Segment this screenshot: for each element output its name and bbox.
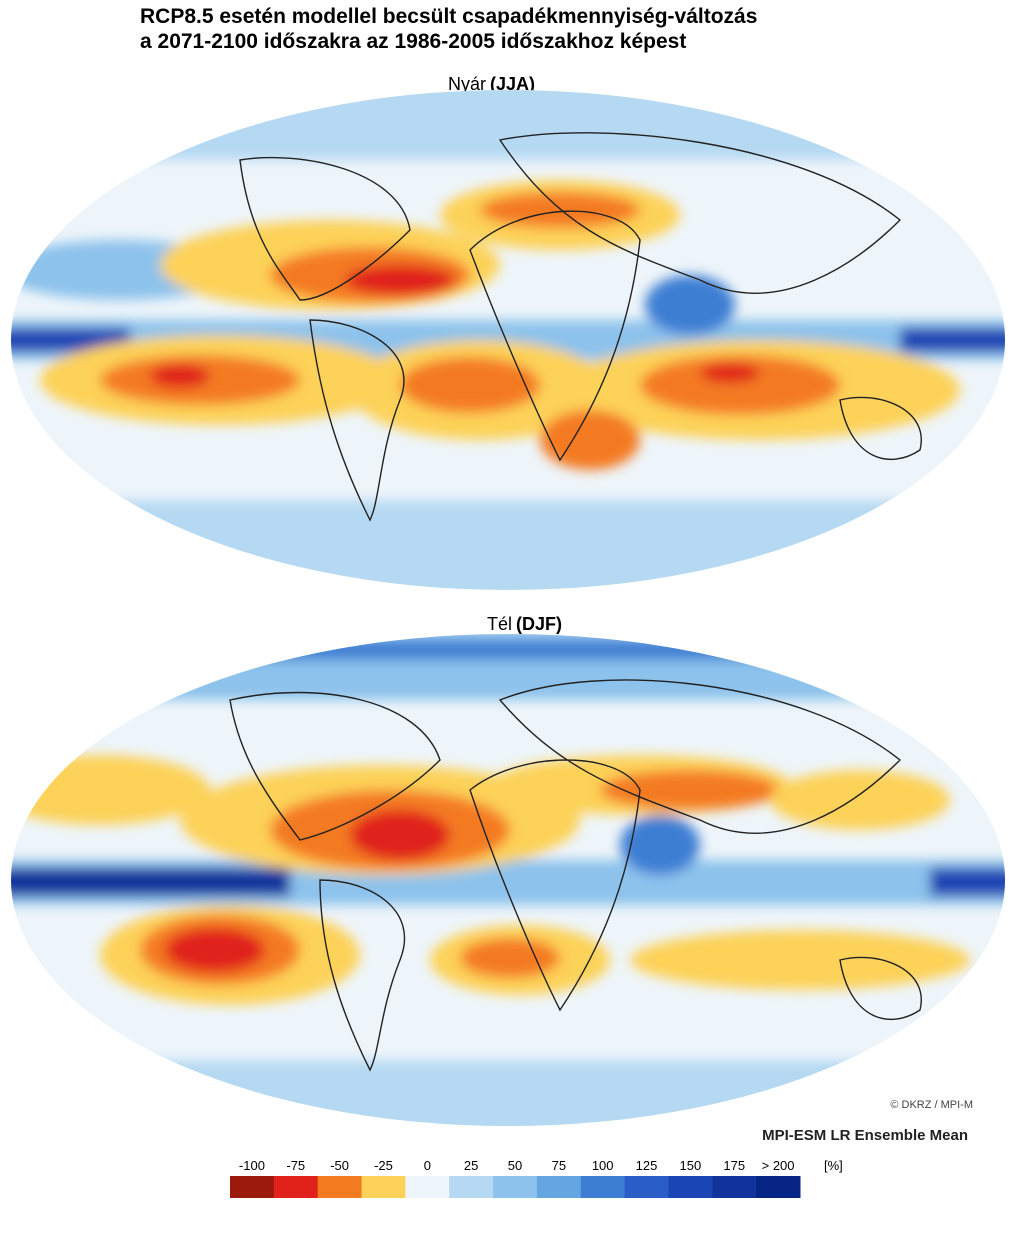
colorbar-segment — [449, 1176, 494, 1198]
colorbar-label: > 200 — [762, 1158, 795, 1173]
colorbar: -100 -75 -50 -25 0 25 50 75 100 125 150 175 > 200 [%] — [230, 1158, 843, 1198]
colorbar-segment — [230, 1176, 275, 1198]
colorbar-unit: [%] — [824, 1158, 843, 1173]
summer-map — [11, 90, 1005, 590]
colorbar-segment — [580, 1176, 626, 1198]
colorbar-segment — [493, 1176, 538, 1198]
colorbar-label: 50 — [508, 1158, 522, 1173]
colorbar-segment — [405, 1176, 450, 1198]
colorbar-label: -50 — [330, 1158, 349, 1173]
title-line: RCP8.5 esetén modellel becsült csapadékm… — [140, 5, 758, 28]
colorbar-segment — [361, 1176, 406, 1198]
colorbar-label: 125 — [636, 1158, 658, 1173]
panel-code: (DJF) — [516, 614, 562, 634]
colorbar-segment — [712, 1176, 757, 1198]
colorbar-label: 25 — [464, 1158, 478, 1173]
colorbar-label: 75 — [552, 1158, 566, 1173]
panel-title: Nyár — [448, 74, 486, 94]
colorbar-segment — [536, 1176, 582, 1198]
colorbar-label: 150 — [680, 1158, 702, 1173]
colorbar-label: -25 — [374, 1158, 393, 1173]
colorbar-segment — [756, 1176, 801, 1198]
panel-title: Tél — [487, 614, 512, 634]
colorbar-segment — [668, 1176, 713, 1198]
title: RCP8.5 esetén modellel becsült csapadékm… — [140, 4, 757, 54]
panel-code: (JJA) — [490, 74, 535, 94]
winter-map — [11, 634, 1005, 1126]
credit: © DKRZ / MPI-M — [890, 1099, 973, 1111]
colorbar-segment — [624, 1176, 669, 1198]
colorbar-segment — [317, 1176, 363, 1198]
colorbar-segment — [273, 1176, 319, 1198]
colorbar-label: -75 — [286, 1158, 305, 1173]
colorbar-label: 100 — [592, 1158, 614, 1173]
colorbar-label: -100 — [239, 1158, 265, 1173]
model-label: MPI-ESM LR Ensemble Mean — [762, 1127, 968, 1144]
colorbar-label: 0 — [424, 1158, 431, 1173]
colorbar-label: 175 — [723, 1158, 745, 1173]
title-line: a 2071-2100 időszakra az 1986-2005 idősz… — [140, 30, 687, 53]
